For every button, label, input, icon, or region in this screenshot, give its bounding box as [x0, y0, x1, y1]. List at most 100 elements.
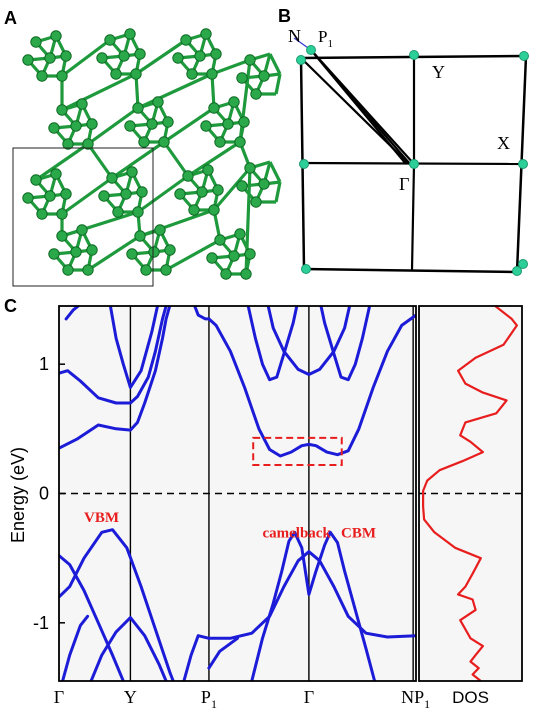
- lattice-atom: [56, 70, 68, 82]
- lattice-atom: [36, 208, 48, 220]
- lattice-atom: [44, 190, 56, 202]
- lattice-bond: [162, 141, 190, 177]
- x-tick-sub: 1: [211, 697, 217, 711]
- lattice-atom: [186, 68, 198, 80]
- x-tick-sub: 1: [424, 697, 430, 711]
- band-line: [207, 313, 416, 458]
- x-tick-label: Γ: [54, 687, 64, 707]
- lattice-atom: [76, 224, 88, 236]
- lattice-atom: [86, 244, 98, 256]
- lattice-atom: [234, 136, 246, 148]
- lattice-bond: [35, 142, 89, 182]
- lattice-atom: [98, 190, 110, 202]
- lattice-atom: [200, 120, 212, 132]
- band-line: [250, 530, 377, 681]
- band-line: [89, 616, 168, 681]
- unit-cell-box: [12, 147, 154, 287]
- lattice-atom: [50, 30, 62, 42]
- lattice-atom: [56, 208, 68, 220]
- lattice-atom: [202, 164, 214, 176]
- band-lines: [59, 306, 416, 681]
- band-line: [59, 528, 175, 681]
- lattice-atom: [60, 50, 72, 62]
- lattice-atom: [222, 118, 234, 130]
- lattice-bond: [165, 238, 221, 272]
- lattice-atom: [240, 268, 252, 280]
- crystal-lattice-illustration: [22, 28, 282, 280]
- lattice-atom: [30, 36, 42, 48]
- lattice-bond: [87, 234, 141, 272]
- lattice-atom: [236, 72, 248, 84]
- y-axis-label: Energy (eV): [8, 447, 28, 543]
- band-line: [182, 634, 211, 681]
- lattice-atom: [60, 188, 72, 200]
- panel-label-b: B: [278, 6, 291, 26]
- lattice-atom: [132, 102, 144, 114]
- lattice-atom: [250, 196, 262, 208]
- lattice-atom: [112, 206, 124, 218]
- y-tick-label: -1: [33, 613, 49, 633]
- lattice-atom: [130, 68, 142, 80]
- lattice-bond: [163, 106, 215, 144]
- bz-point-label: Γ: [399, 174, 409, 194]
- bz-vertex: [409, 50, 419, 60]
- lattice-atom: [126, 166, 138, 178]
- lattice-atom: [146, 118, 158, 130]
- lattice-atom: [86, 118, 98, 130]
- band-line: [59, 554, 125, 681]
- lattice-bond: [61, 210, 139, 238]
- lattice-atom: [214, 234, 226, 246]
- lattice-atom: [56, 104, 68, 116]
- lattice-bond: [61, 38, 111, 78]
- bz-vertex: [306, 45, 316, 55]
- bz-vertex: [512, 266, 522, 276]
- lattice-bond: [211, 58, 251, 76]
- lattice-atom: [132, 206, 144, 218]
- lattice-atom: [180, 34, 192, 46]
- lattice-atom: [76, 98, 88, 110]
- lattice-atom: [228, 96, 240, 108]
- bz-vertex: [301, 264, 311, 274]
- lattice-atom: [206, 252, 218, 264]
- lattice-bond: [61, 72, 137, 112]
- lattice-atom: [124, 28, 136, 40]
- bz-point-label: X: [497, 133, 510, 153]
- lattice-atom: [162, 116, 174, 128]
- lattice-atom: [82, 138, 94, 150]
- lattice-atom: [96, 52, 108, 64]
- lattice-atom: [212, 184, 224, 196]
- bz-point-sub: 1: [327, 38, 333, 50]
- lattice-atom: [140, 264, 152, 276]
- lattice-bond: [135, 38, 187, 76]
- lattice-bond: [137, 174, 189, 214]
- lattice-atom: [238, 116, 250, 128]
- bz-vertex: [518, 159, 528, 169]
- lattice-atom: [138, 136, 150, 148]
- lattice-atom: [30, 174, 42, 186]
- y-tick-label: 1: [39, 354, 49, 374]
- band-line: [246, 306, 299, 382]
- lattice-atom: [250, 88, 262, 100]
- lattice-atom: [22, 54, 34, 66]
- band-line: [319, 306, 372, 382]
- lattice-atom: [244, 248, 256, 260]
- x-tick-label: NP1: [401, 687, 430, 711]
- lattice-bond: [187, 140, 241, 178]
- band-structure-plot: VBM camelback CBM -1 0 1 Γ Y P1 Γ NP1: [33, 305, 430, 711]
- lattice-atom: [208, 102, 220, 114]
- lattice-atom: [244, 162, 256, 174]
- band-annotation: camelback: [262, 525, 331, 541]
- lattice-atom: [194, 50, 206, 62]
- lattice-atom: [48, 248, 60, 260]
- lattice-atom: [104, 34, 116, 46]
- lattice-bond: [212, 166, 252, 212]
- band-line: [59, 306, 172, 450]
- band-line: [108, 306, 159, 389]
- lattice-atom: [160, 264, 172, 276]
- lattice-bond: [274, 181, 282, 203]
- lattice-atom: [118, 50, 130, 62]
- band-line: [193, 306, 211, 321]
- lattice-atom: [50, 168, 62, 180]
- lattice-atom: [70, 246, 82, 258]
